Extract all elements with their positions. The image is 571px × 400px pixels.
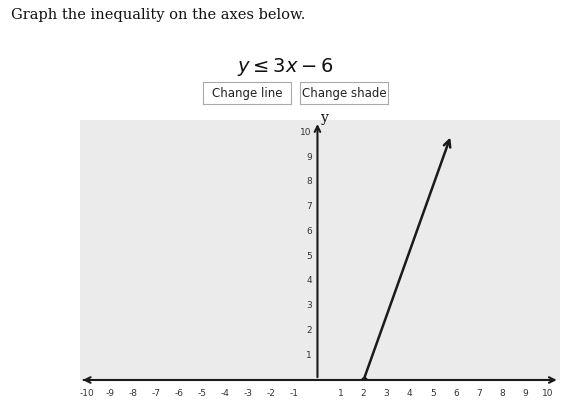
Text: 10: 10	[300, 128, 312, 137]
Text: -4: -4	[221, 389, 230, 398]
Text: 7: 7	[476, 389, 482, 398]
Text: 3: 3	[306, 301, 312, 310]
Text: Change line: Change line	[212, 86, 282, 100]
Text: 6: 6	[453, 389, 459, 398]
Text: 10: 10	[542, 389, 554, 398]
Text: 5: 5	[306, 252, 312, 261]
Text: -1: -1	[290, 389, 299, 398]
Text: 2: 2	[306, 326, 312, 335]
Text: -2: -2	[267, 389, 276, 398]
Text: 9: 9	[522, 389, 528, 398]
Text: 2: 2	[361, 389, 367, 398]
Text: 5: 5	[430, 389, 436, 398]
Text: 3: 3	[384, 389, 389, 398]
Text: -8: -8	[128, 389, 138, 398]
Text: 4: 4	[407, 389, 412, 398]
Text: 1: 1	[337, 389, 343, 398]
Text: $y \leq 3x - 6$: $y \leq 3x - 6$	[237, 56, 334, 78]
Text: y: y	[321, 111, 329, 125]
Text: -7: -7	[151, 389, 160, 398]
Text: -10: -10	[79, 389, 94, 398]
Text: -9: -9	[106, 389, 114, 398]
Text: -6: -6	[175, 389, 184, 398]
Text: 1: 1	[306, 351, 312, 360]
Text: -3: -3	[244, 389, 253, 398]
Text: 9: 9	[306, 153, 312, 162]
Text: 6: 6	[306, 227, 312, 236]
Text: Change shade: Change shade	[301, 86, 387, 100]
Text: 4: 4	[306, 276, 312, 286]
Text: 7: 7	[306, 202, 312, 211]
Text: -5: -5	[198, 389, 207, 398]
Text: Graph the inequality on the axes below.: Graph the inequality on the axes below.	[11, 8, 306, 22]
Text: 8: 8	[306, 178, 312, 186]
Text: 8: 8	[499, 389, 505, 398]
